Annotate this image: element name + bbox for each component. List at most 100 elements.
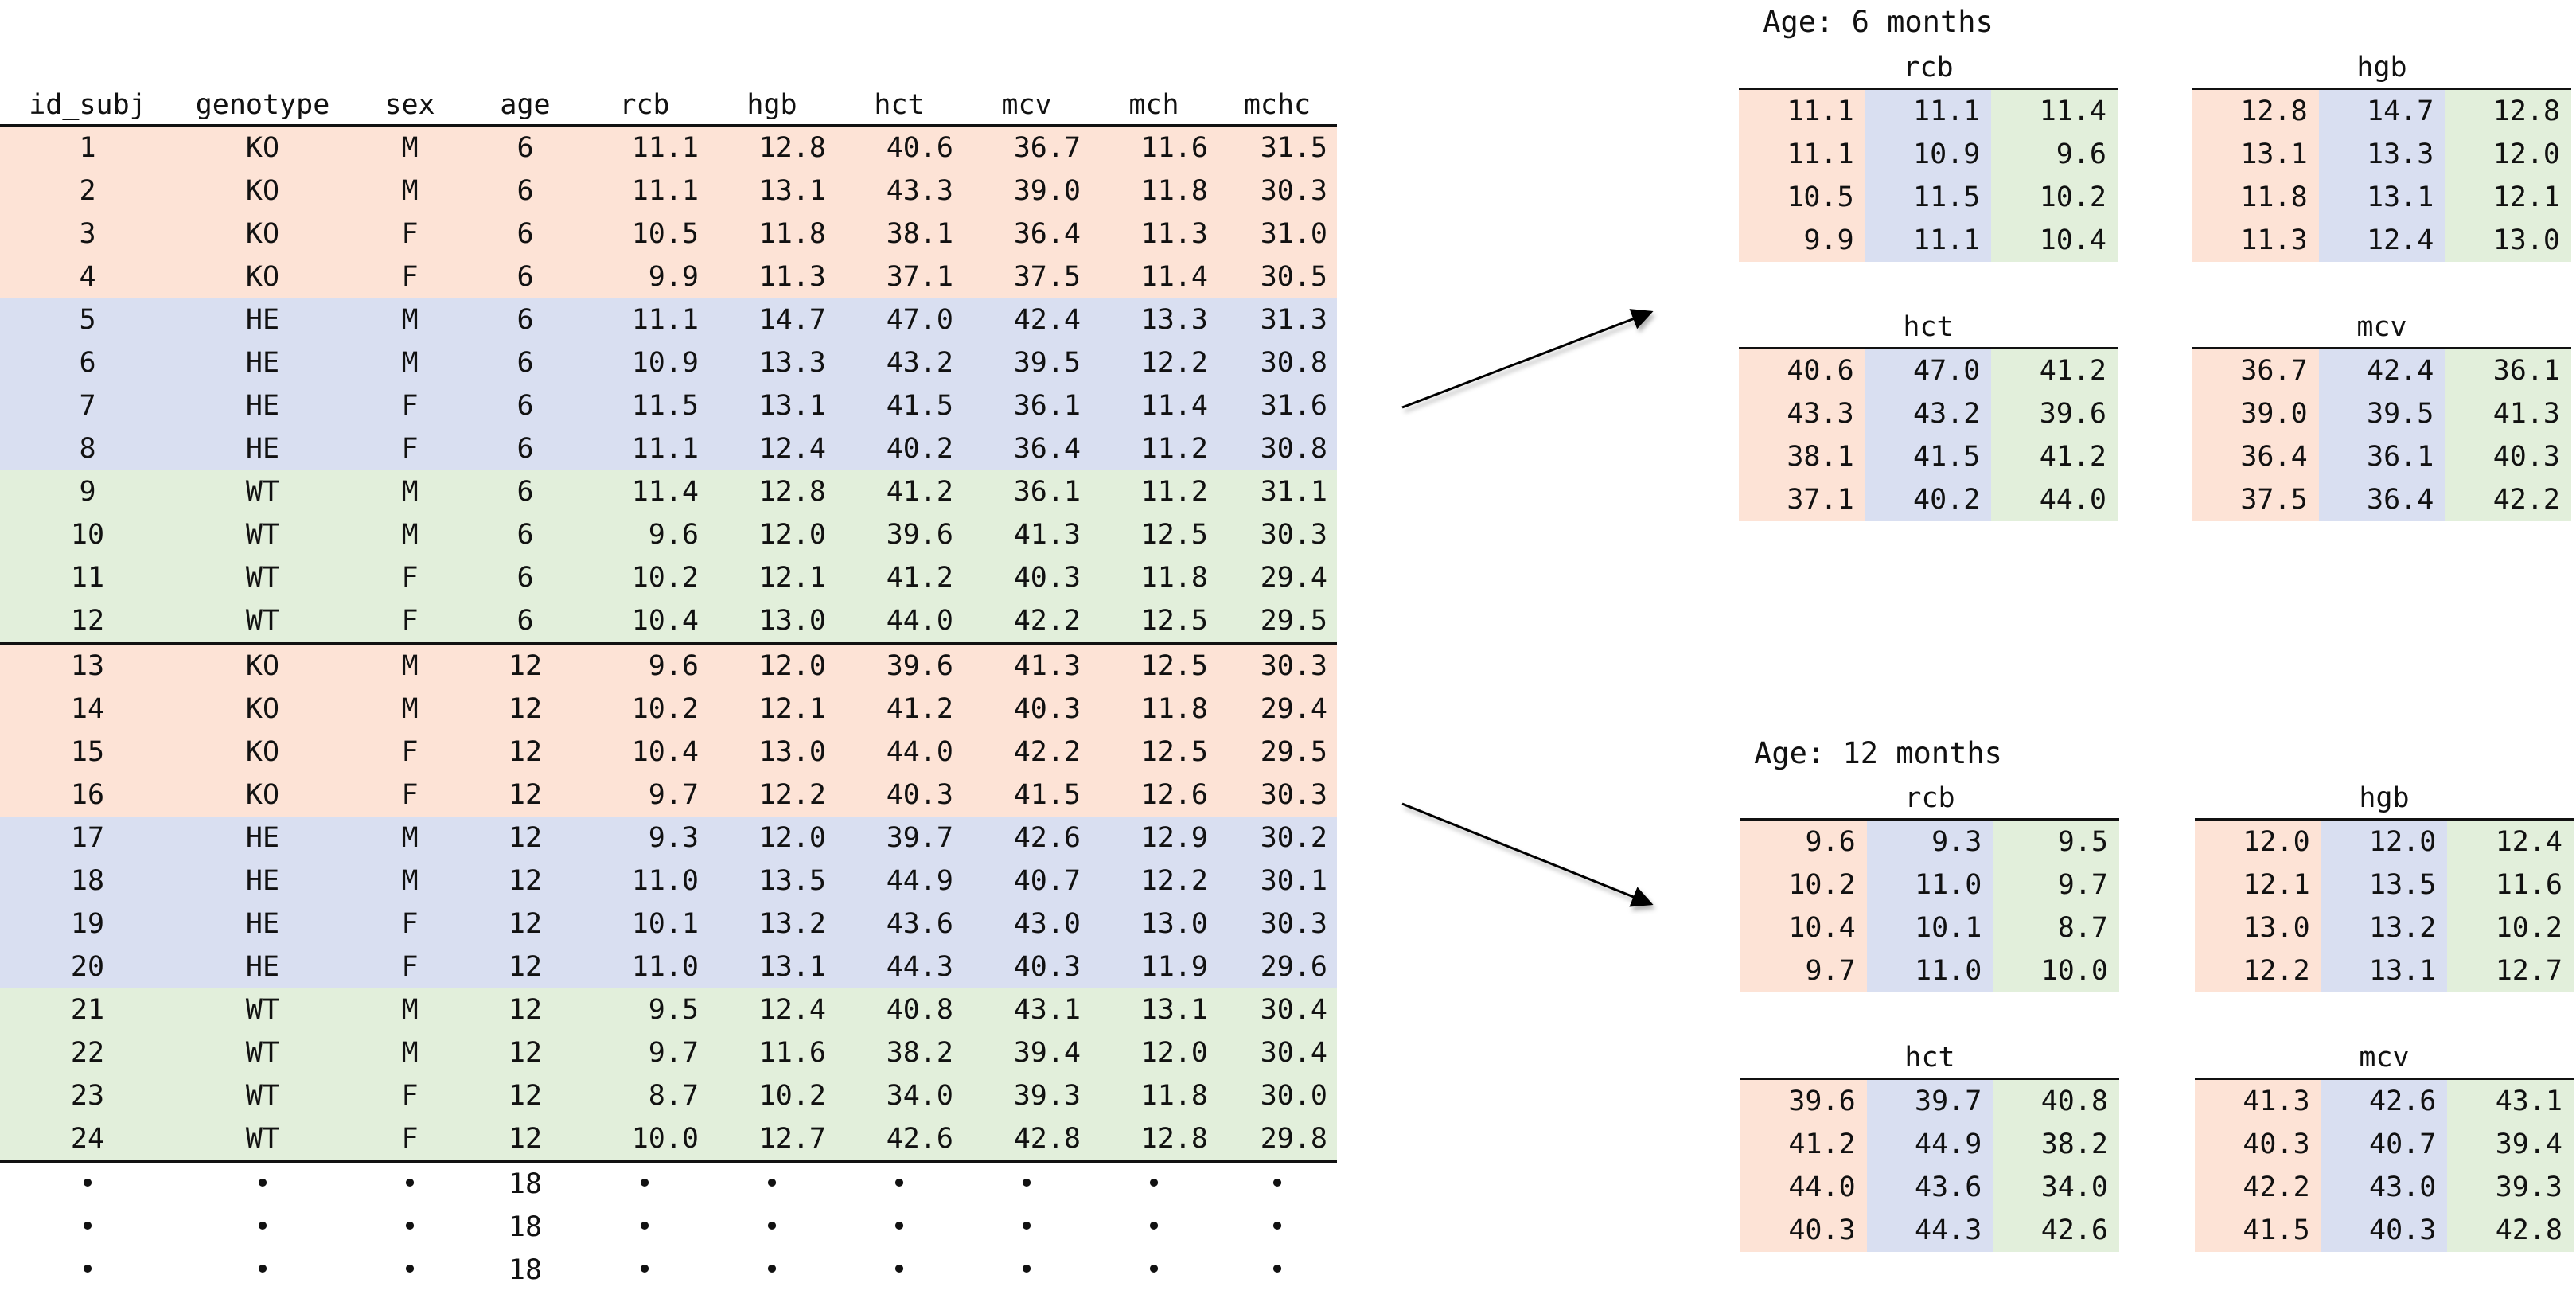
cell-genotype: WT [175, 470, 350, 513]
cell-sex: M [350, 859, 470, 902]
cell-mcv: 39.5 [963, 341, 1090, 384]
cell-mch: 13.1 [1090, 988, 1218, 1031]
subtable-cell: 41.5 [2195, 1209, 2321, 1252]
cell-hgb: 12.1 [708, 556, 836, 599]
cell-sex: F [350, 599, 470, 644]
cell-id_subj: 16 [0, 774, 175, 817]
cell-rcb: 9.7 [581, 774, 708, 817]
cell-hct: 40.6 [836, 125, 963, 170]
subtable-cell: 39.7 [1866, 1080, 1993, 1123]
ellipsis-cell: • [254, 1211, 271, 1243]
column-header-hct: hct [836, 86, 963, 127]
table-row: 19 HE F 12 10.1 13.2 43.6 43.0 13.0 30.3 [0, 902, 1337, 945]
subtable-cell: 10.2 [1991, 176, 2118, 219]
cell-genotype: HE [175, 817, 350, 859]
subtable-rcb: rcb 11.1 11.1 11.4 11.1 10.9 9.6 10.5 11.5 10.2 9.… [1739, 48, 2118, 262]
cell-rcb: 11.1 [581, 125, 708, 170]
subtable-cell: 36.1 [2445, 349, 2571, 392]
cell-age: 6 [470, 384, 581, 427]
table-row: 16 KO F 12 9.7 12.2 40.3 41.5 12.6 30.3 [0, 774, 1337, 817]
cell-mchc: 30.3 [1218, 774, 1337, 817]
subtable-cell: 9.7 [1740, 949, 1867, 992]
cell-mcv: 42.6 [963, 817, 1090, 859]
cell-mch: 11.8 [1090, 556, 1218, 599]
subtable-cell: 12.1 [2445, 176, 2571, 219]
cell-hct: 43.3 [836, 170, 963, 212]
subtable-cell: 12.7 [2447, 949, 2574, 992]
cell-mcv: 42.8 [963, 1117, 1090, 1162]
subtable-cell: 43.1 [2447, 1080, 2574, 1123]
cell-mch: 12.5 [1090, 642, 1218, 688]
subtable-cell: 9.7 [1993, 863, 2119, 906]
cell-rcb: 9.5 [581, 988, 708, 1031]
ellipsis-cell: 18 [508, 1254, 543, 1286]
cell-mchc: 29.4 [1218, 688, 1337, 731]
subtable-cell: 36.7 [2192, 349, 2319, 392]
cell-mch: 13.0 [1090, 902, 1218, 945]
cell-age: 6 [470, 125, 581, 170]
cell-id_subj: 22 [0, 1031, 175, 1074]
cell-hct: 43.2 [836, 341, 963, 384]
cell-mchc: 30.3 [1218, 902, 1337, 945]
table-row: 9 WT M 6 11.4 12.8 41.2 36.1 11.2 31.1 [0, 470, 1337, 513]
cell-age: 12 [470, 1074, 581, 1117]
ellipsis-cell: • [890, 1254, 908, 1286]
cell-mch: 12.6 [1090, 774, 1218, 817]
cell-mcv: 42.2 [963, 731, 1090, 774]
cell-mcv: 43.0 [963, 902, 1090, 945]
column-header-id_subj: id_subj [0, 86, 175, 127]
cell-mch: 11.8 [1090, 1074, 1218, 1117]
subtable-title: hgb [2356, 52, 2407, 84]
subtable-cell: 9.6 [1991, 133, 2118, 176]
cell-hgb: 12.0 [708, 513, 836, 556]
cell-hgb: 12.0 [708, 817, 836, 859]
subtable-cell: 39.3 [2447, 1166, 2574, 1209]
cell-genotype: KO [175, 688, 350, 731]
subtable-cell: 13.2 [2321, 906, 2448, 949]
cell-age: 12 [470, 945, 581, 988]
cell-mcv: 39.4 [963, 1031, 1090, 1074]
subtable-cell: 11.6 [2447, 863, 2574, 906]
ellipsis-cell: • [1269, 1211, 1286, 1243]
subtable-cell: 11.8 [2192, 176, 2319, 219]
cell-id_subj: 17 [0, 817, 175, 859]
ellipsis-cell: • [636, 1211, 653, 1243]
subtable-cell: 44.0 [1740, 1166, 1867, 1209]
cell-hgb: 12.7 [708, 1117, 836, 1162]
cell-mch: 12.5 [1090, 731, 1218, 774]
cell-genotype: HE [175, 384, 350, 427]
cell-id_subj: 23 [0, 1074, 175, 1117]
cell-mcv: 39.3 [963, 1074, 1090, 1117]
cell-mchc: 29.6 [1218, 945, 1337, 988]
cell-mcv: 40.3 [963, 945, 1090, 988]
subtable-cell: 10.2 [2447, 906, 2574, 949]
subtable-grid: 9.6 9.3 9.5 10.2 11.0 9.7 10.4 10.1 8.7 9.7 11.0 10… [1740, 818, 2119, 992]
subtable-cell: 9.5 [1993, 821, 2119, 863]
subtable-cell: 40.3 [2321, 1209, 2448, 1252]
subtable-cell: 42.2 [2445, 478, 2571, 521]
cell-id_subj: 19 [0, 902, 175, 945]
ellipsis-row: • • • 18 • • • • • • [0, 1206, 1337, 1249]
cell-sex: M [350, 1031, 470, 1074]
cell-sex: M [350, 341, 470, 384]
cell-hct: 41.5 [836, 384, 963, 427]
ellipsis-cell: • [401, 1211, 419, 1243]
cell-mchc: 30.3 [1218, 170, 1337, 212]
cell-age: 6 [470, 513, 581, 556]
cell-age: 12 [470, 688, 581, 731]
cell-mch: 11.4 [1090, 384, 1218, 427]
subtable-cell: 41.2 [1991, 435, 2118, 478]
cell-mcv: 40.7 [963, 859, 1090, 902]
subtable-title: rcb [1904, 782, 1955, 814]
arrow-to-age-12-panel [1401, 802, 1654, 907]
cell-rcb: 10.4 [581, 599, 708, 644]
cell-sex: F [350, 556, 470, 599]
table-row: 5 HE M 6 11.1 14.7 47.0 42.4 13.3 31.3 [0, 298, 1337, 341]
ellipsis-cell: • [708, 1160, 836, 1206]
cell-hgb: 12.8 [708, 125, 836, 170]
cell-id_subj: 18 [0, 859, 175, 902]
cell-age: 6 [470, 470, 581, 513]
cell-mchc: 30.4 [1218, 1031, 1337, 1074]
ellipsis-cell: • [254, 1254, 271, 1286]
table-row: 4 KO F 6 9.9 11.3 37.1 37.5 11.4 30.5 [0, 255, 1337, 298]
